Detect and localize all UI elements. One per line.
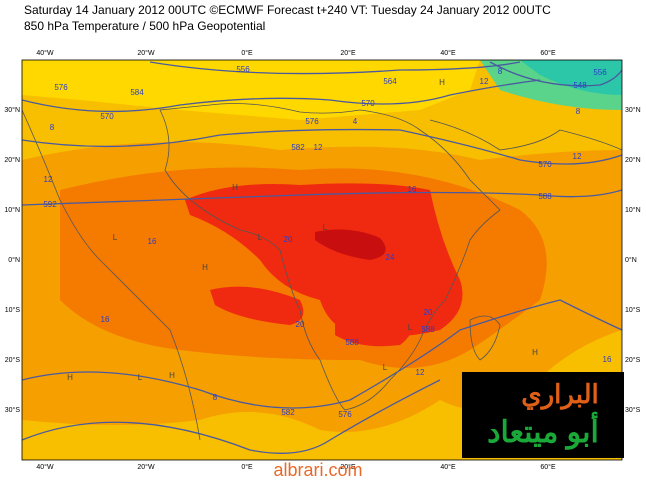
geopotential-label: 582 bbox=[291, 143, 305, 152]
geopotential-label: 570 bbox=[538, 160, 552, 169]
pressure-centre: H bbox=[439, 78, 445, 87]
lon-label-top: 20°W bbox=[137, 49, 155, 57]
lat-label-right: 30°S bbox=[625, 406, 641, 414]
temperature-label: 24 bbox=[386, 253, 395, 262]
logo-box bbox=[462, 372, 624, 458]
watermark: albrari.com bbox=[273, 460, 362, 480]
temperature-label: 12 bbox=[416, 368, 425, 377]
temperature-label: 12 bbox=[314, 143, 323, 152]
geopotential-label: 592 bbox=[43, 200, 57, 209]
temperature-label: 16 bbox=[101, 315, 110, 324]
lat-label-right: 20°S bbox=[625, 356, 641, 364]
pressure-centre: H bbox=[169, 371, 175, 380]
lat-label-right: 10°N bbox=[625, 206, 641, 214]
temperature-label: 8 bbox=[50, 123, 55, 132]
geopotential-label: 588 bbox=[421, 325, 435, 334]
geopotential-label: 570 bbox=[361, 99, 375, 108]
logo-title: البراري bbox=[521, 379, 598, 410]
geopotential-label: 556 bbox=[236, 65, 250, 74]
temperature-label: 8 bbox=[498, 67, 503, 76]
geopotential-label: 588 bbox=[345, 338, 359, 347]
geopotential-label: 582 bbox=[281, 408, 295, 417]
lat-label-left: 20°N bbox=[4, 156, 20, 164]
map-field bbox=[22, 60, 622, 460]
geopotential-label: 564 bbox=[383, 77, 397, 86]
pressure-centre: L bbox=[408, 323, 413, 332]
pressure-centre: H bbox=[532, 348, 538, 357]
temperature-label: 12 bbox=[573, 152, 582, 161]
map-frame bbox=[21, 59, 623, 461]
lat-label-left: 10°N bbox=[4, 206, 20, 214]
lat-label-left: 30°N bbox=[4, 106, 20, 114]
lon-label-bottom: 0°E bbox=[241, 463, 253, 471]
subtitle: 850 hPa Temperature / 500 hPa Geopotenti… bbox=[24, 19, 265, 33]
geopotential-label: 584 bbox=[130, 88, 144, 97]
geopotential-label: 576 bbox=[305, 117, 319, 126]
geopotential-label: 556 bbox=[593, 68, 607, 77]
temperature-label: 12 bbox=[44, 175, 53, 184]
lat-label-left: 20°S bbox=[5, 356, 21, 364]
lon-label-bottom: 40°E bbox=[440, 463, 456, 471]
logo-subtitle: أبو ميتعاد bbox=[487, 411, 599, 450]
lon-label-bottom: 60°E bbox=[540, 463, 556, 471]
temperature-label: 12 bbox=[480, 77, 489, 86]
geopotential-label: 576 bbox=[338, 410, 352, 419]
temperature-label: 20 bbox=[284, 235, 293, 244]
pressure-centre: H bbox=[67, 373, 73, 382]
lat-label-right: 30°N bbox=[625, 106, 641, 114]
temperature-label: 16 bbox=[603, 355, 612, 364]
pressure-centre: L bbox=[258, 233, 263, 242]
lon-label-top: 0°E bbox=[241, 49, 253, 57]
pressure-centre: H bbox=[232, 183, 238, 192]
geopotential-label: 588 bbox=[538, 192, 552, 201]
lat-label-right: 10°S bbox=[625, 306, 641, 314]
lon-label-top: 20°E bbox=[340, 49, 356, 57]
lon-label-bottom: 40°W bbox=[36, 463, 54, 471]
lon-label-top: 40°W bbox=[36, 49, 54, 57]
temperature-label: 8 bbox=[576, 107, 581, 116]
lon-label-top: 60°E bbox=[540, 49, 556, 57]
geopotential-label: 570 bbox=[100, 112, 114, 121]
lat-label-left: 30°S bbox=[5, 406, 21, 414]
geopotential-label: 548 bbox=[573, 81, 587, 90]
temperature-label: 8 bbox=[213, 393, 218, 402]
pressure-centre: L bbox=[323, 223, 328, 232]
lat-label-right: 0°N bbox=[625, 256, 637, 264]
pressure-centre: L bbox=[113, 233, 118, 242]
title: Saturday 14 January 2012 00UTC ©ECMWF Fo… bbox=[24, 3, 551, 17]
temperature-label: 4 bbox=[353, 117, 358, 126]
pressure-centre: H bbox=[202, 263, 208, 272]
lat-label-left: 0°N bbox=[8, 256, 20, 264]
temperature-label: 16 bbox=[408, 185, 417, 194]
lat-label-right: 20°N bbox=[625, 156, 641, 164]
pressure-centre: L bbox=[138, 373, 143, 382]
pressure-centre: L bbox=[383, 363, 388, 372]
geopotential-label: 576 bbox=[54, 83, 68, 92]
lon-label-bottom: 20°W bbox=[137, 463, 155, 471]
lat-label-left: 10°S bbox=[5, 306, 21, 314]
lon-label-bottom: 20°E bbox=[340, 463, 356, 471]
temperature-label: 16 bbox=[148, 237, 157, 246]
lon-label-top: 40°E bbox=[440, 49, 456, 57]
temperature-label: 20 bbox=[296, 320, 305, 329]
temperature-label: 20 bbox=[424, 308, 433, 317]
